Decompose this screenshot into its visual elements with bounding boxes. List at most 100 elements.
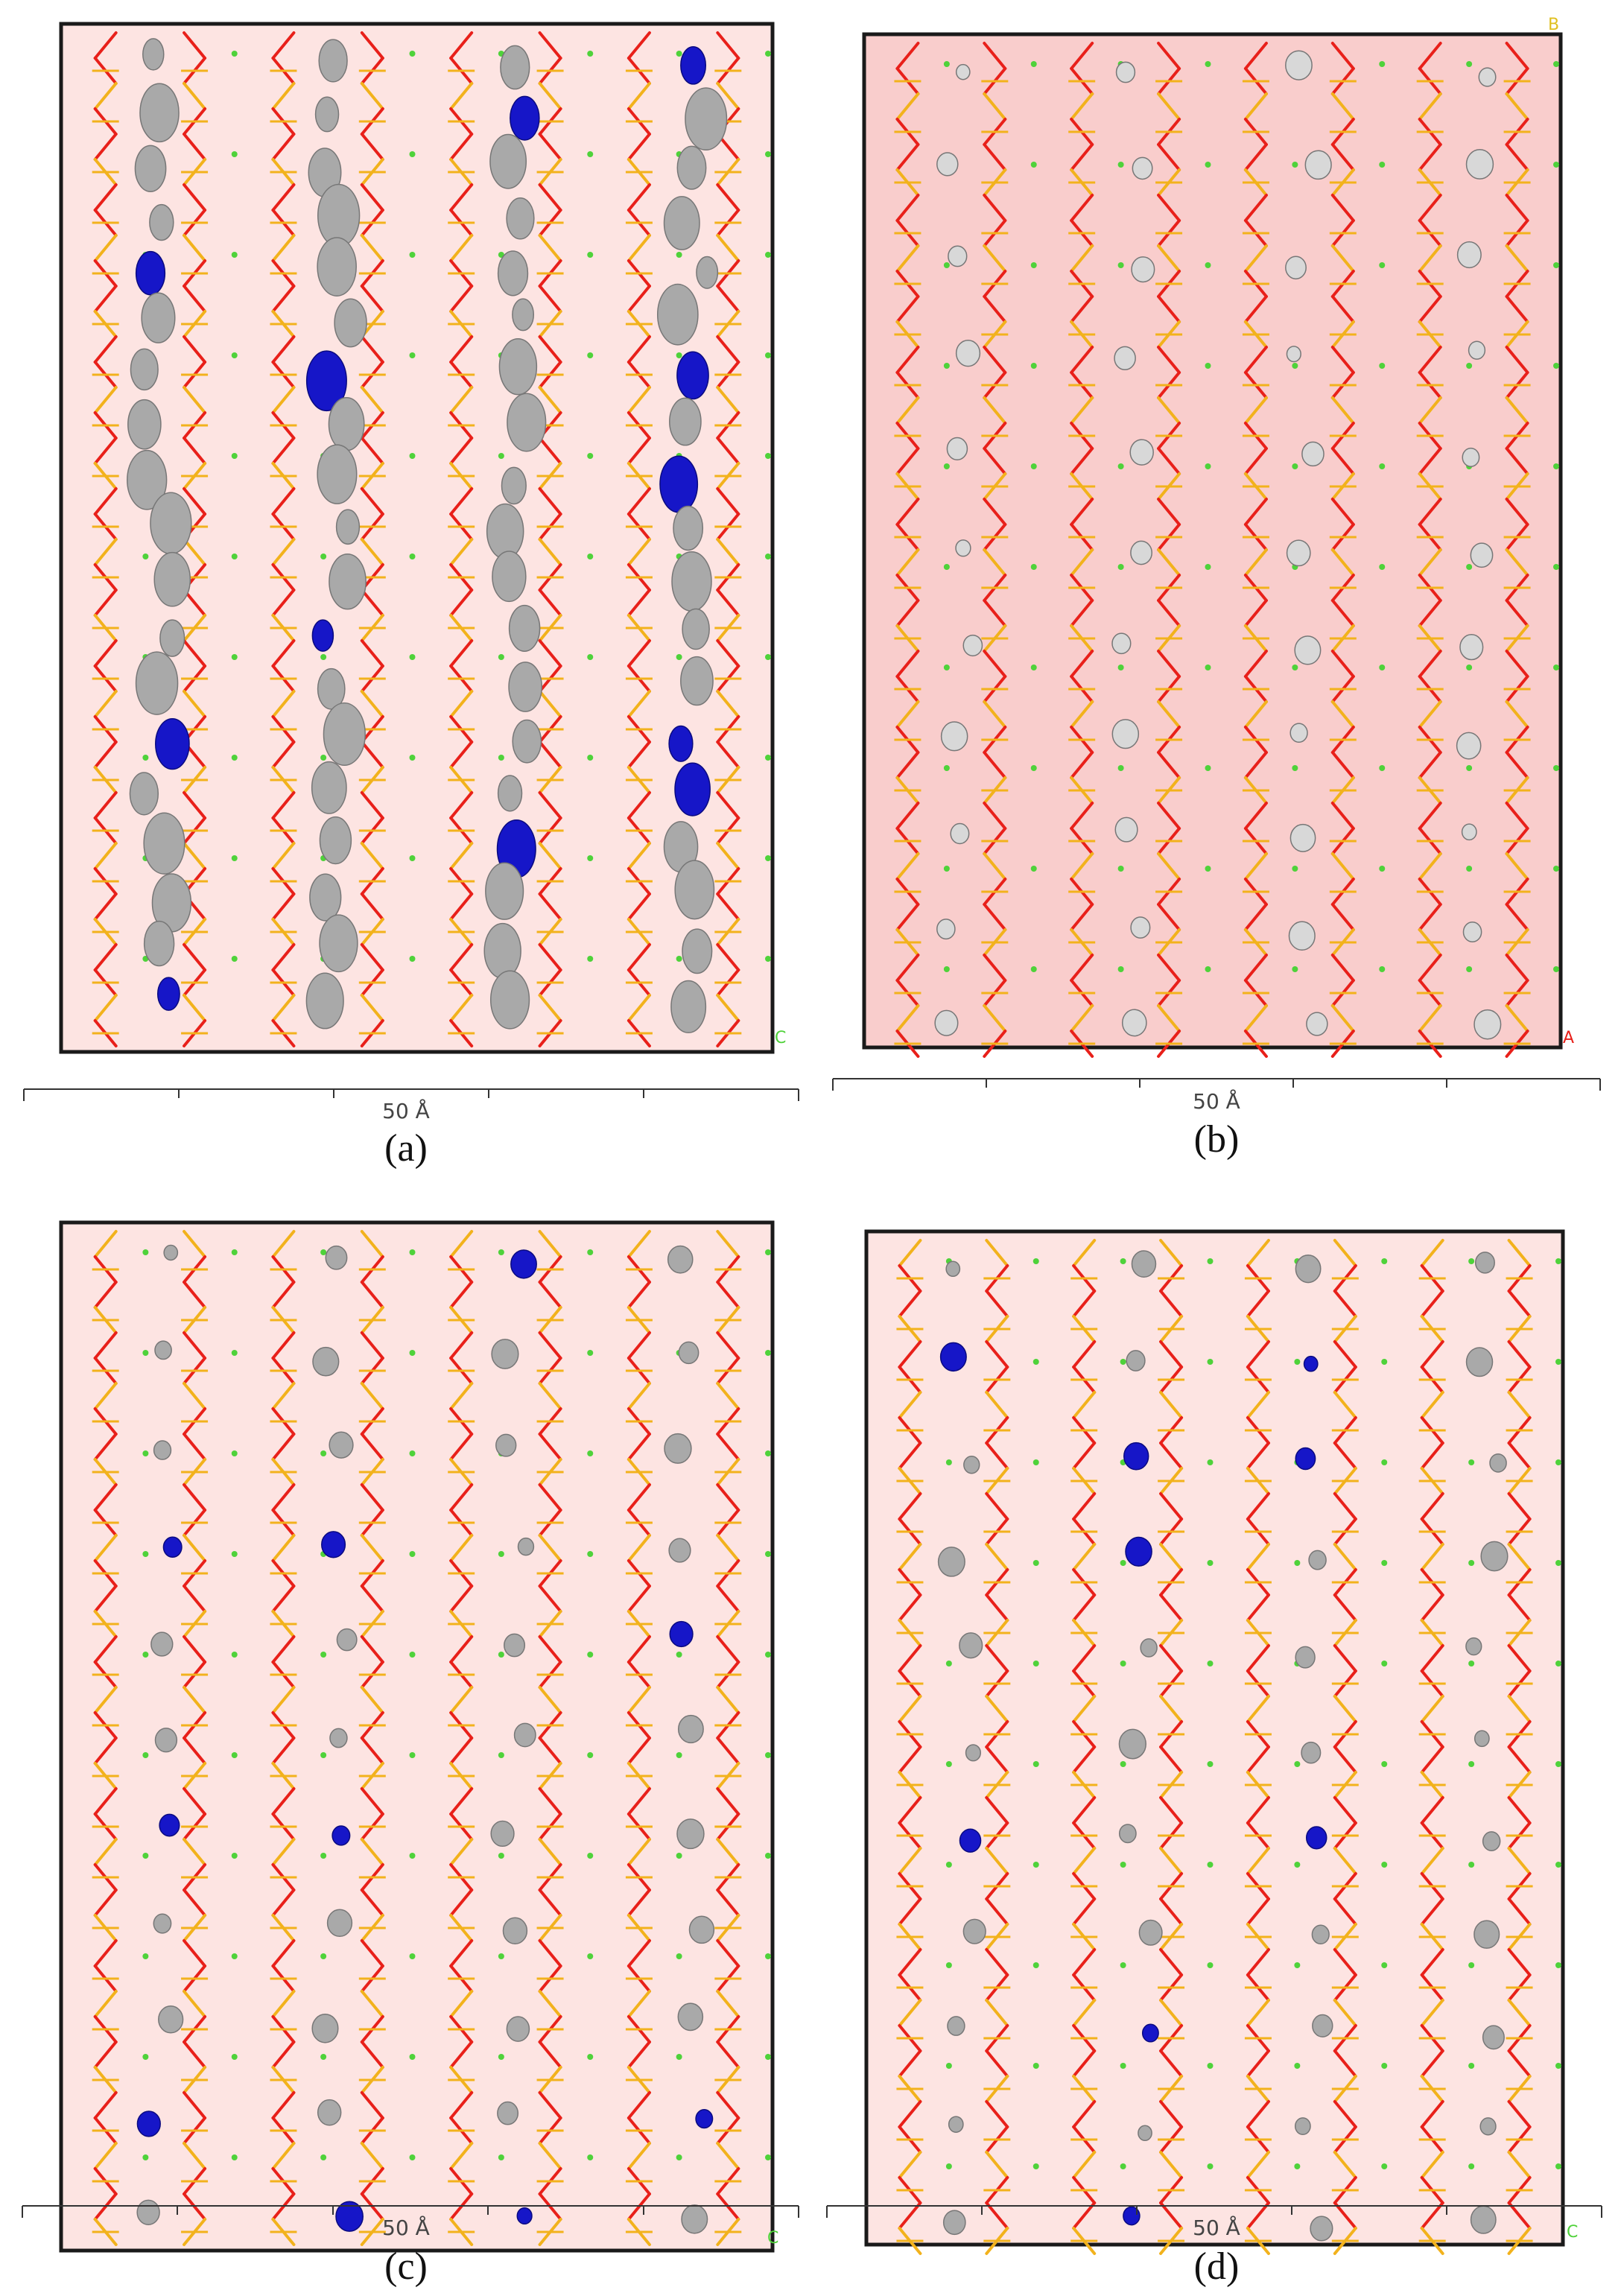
bond <box>449 1433 474 1461</box>
bond <box>1072 1847 1097 1875</box>
scale-label: 50 Å <box>382 1099 430 1123</box>
blue-isosurface <box>1141 2023 1159 2043</box>
bond <box>1157 599 1181 627</box>
bond <box>1072 1897 1097 1926</box>
atom <box>320 654 327 660</box>
bond <box>93 1889 118 1917</box>
blue-isosurface <box>510 95 540 141</box>
atom <box>1294 1761 1301 1767</box>
atom <box>1379 363 1386 369</box>
bond <box>1505 244 1529 273</box>
bond <box>538 538 562 566</box>
gray-isosurface <box>1474 1920 1500 1949</box>
bond <box>898 1999 922 2027</box>
atom <box>587 252 594 258</box>
bond <box>93 2091 118 2119</box>
bond <box>983 700 1007 729</box>
bond <box>1243 852 1268 881</box>
gray-isosurface <box>483 922 521 979</box>
bond <box>1507 1340 1532 1369</box>
atom <box>1030 765 1037 771</box>
structure-view-c: C <box>22 1220 799 2253</box>
gray-isosurface <box>1288 921 1316 951</box>
atom <box>231 453 238 459</box>
bond <box>1070 954 1094 982</box>
atom <box>1381 1962 1388 1968</box>
gray-isosurface <box>508 604 541 652</box>
bond <box>93 1230 118 1258</box>
blue-isosurface <box>1303 1355 1319 1372</box>
bond <box>898 1239 922 1267</box>
atom <box>1205 61 1211 67</box>
gray-isosurface <box>1131 1250 1157 1278</box>
bond <box>1505 650 1529 678</box>
bond <box>626 2040 651 2069</box>
bond <box>1243 244 1268 273</box>
bond <box>1243 447 1268 475</box>
bond <box>983 194 1007 222</box>
bond <box>983 903 1007 931</box>
atom <box>676 252 682 258</box>
gray-isosurface <box>1308 1550 1327 1570</box>
atom <box>142 554 149 559</box>
bond <box>449 1483 474 1512</box>
bond <box>93 234 118 262</box>
bond <box>271 1939 296 1967</box>
gray-isosurface <box>485 862 524 920</box>
atom <box>676 1752 682 1758</box>
bond <box>449 285 474 313</box>
bond <box>1246 1847 1270 1875</box>
atom <box>765 1652 771 1658</box>
atom <box>320 1853 327 1859</box>
blue-isosurface <box>669 1620 694 1648</box>
blue-isosurface <box>516 2207 533 2225</box>
bond <box>1070 447 1094 475</box>
atom <box>1555 1258 1561 1264</box>
bond <box>360 2091 384 2119</box>
bond <box>271 791 296 819</box>
bond <box>1157 498 1181 526</box>
atom <box>1030 463 1037 469</box>
bond <box>93 994 118 1022</box>
bond <box>626 285 651 313</box>
atom <box>587 1350 594 1356</box>
gray-isosurface <box>142 38 165 71</box>
bond <box>1333 1796 1357 1824</box>
blue-isosurface <box>668 725 694 762</box>
atom <box>945 2063 952 2069</box>
bond <box>985 1543 1009 1571</box>
atom <box>498 1551 504 1557</box>
gray-isosurface <box>153 1913 172 1934</box>
atom <box>587 654 594 660</box>
bond <box>1420 1644 1444 1672</box>
bond <box>538 335 562 364</box>
bond <box>716 1281 740 1309</box>
bond <box>1072 1644 1097 1672</box>
bond <box>1157 346 1181 374</box>
atom <box>676 1953 682 1959</box>
bond <box>360 1939 384 1967</box>
bond <box>716 1990 740 2018</box>
gray-isosurface <box>934 1009 959 1036</box>
bond <box>360 690 384 718</box>
atom <box>1294 1359 1301 1365</box>
bond <box>538 1534 562 1562</box>
bond <box>1420 1948 1444 1976</box>
bond <box>626 1838 651 1866</box>
bond <box>1246 2100 1270 2128</box>
bond <box>1333 1644 1357 1672</box>
bond <box>93 335 118 364</box>
bond <box>1505 548 1529 577</box>
atom <box>1553 463 1559 469</box>
atom <box>1294 2063 1301 2069</box>
bond <box>1418 954 1442 982</box>
blue-isosurface <box>510 1249 537 1279</box>
bond <box>93 1281 118 1309</box>
bond <box>538 2091 562 2119</box>
corner-label-c: C <box>775 1029 786 1047</box>
bond <box>716 1939 740 1967</box>
blue-isosurface <box>959 1828 982 1853</box>
bond <box>1418 903 1442 931</box>
atom <box>1553 765 1559 771</box>
bond <box>1159 1897 1184 1926</box>
